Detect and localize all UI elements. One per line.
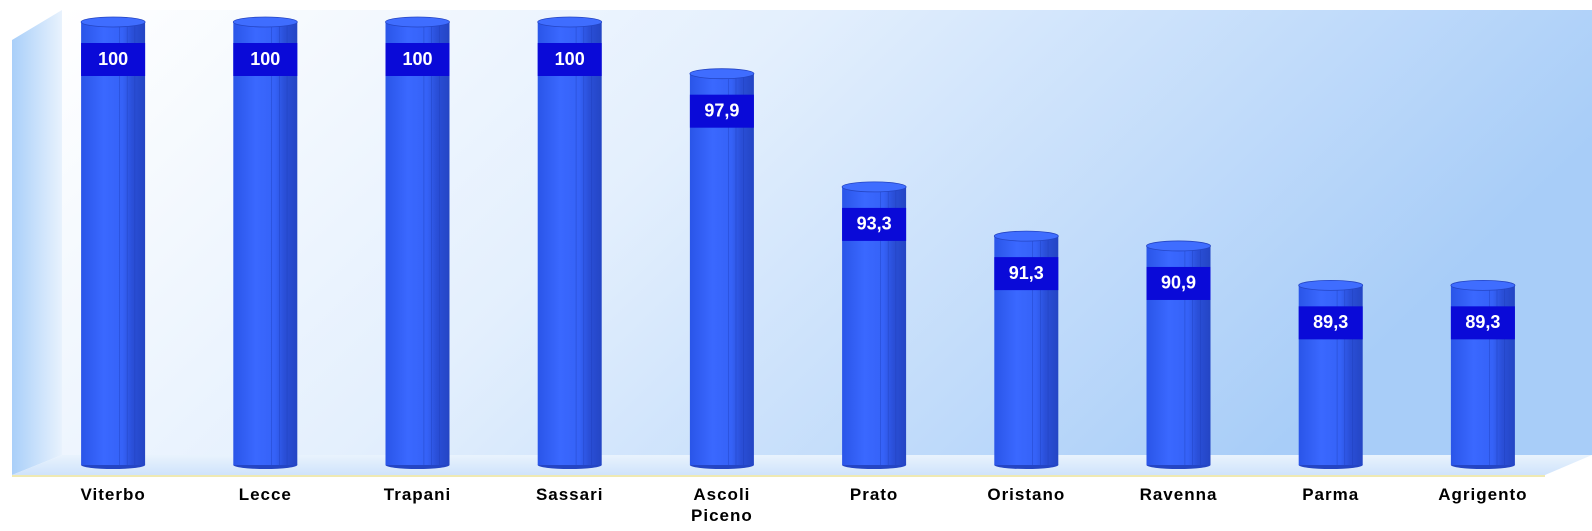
x-tick-label-line: Lecce: [239, 485, 292, 504]
value-label-box: [537, 43, 602, 76]
x-tick-label-line: Agrigento: [1438, 485, 1527, 504]
value-label-box: [1146, 266, 1211, 300]
value-label-box: [689, 94, 754, 128]
value-label-box: [385, 43, 450, 76]
value-label-box: [1298, 306, 1363, 340]
bar: [385, 22, 450, 465]
x-tick-label: Ascoli Piceno: [691, 485, 753, 525]
bar-cap: [80, 16, 146, 28]
x-tick-label: Parma: [1302, 485, 1359, 504]
value-label: 100: [555, 49, 585, 69]
bar-cap: [841, 181, 907, 193]
x-tick-label: Trapani: [384, 485, 451, 504]
bar: [233, 22, 298, 465]
value-label: 100: [98, 49, 128, 69]
value-label: 89,3: [1313, 312, 1348, 332]
value-label-box: [1450, 306, 1515, 340]
bar-cap: [1450, 279, 1516, 291]
x-tick-label-line: Viterbo: [80, 485, 145, 504]
value-label: 93,3: [857, 214, 892, 234]
x-tick-label-line: Sassari: [536, 485, 604, 504]
bar-cap: [232, 16, 298, 28]
x-tick-label-line: Trapani: [384, 485, 451, 504]
bar-cap: [385, 16, 450, 28]
x-tick-label-line: Ravenna: [1140, 485, 1218, 504]
value-label-box: [994, 257, 1059, 291]
value-label: 97,9: [704, 100, 739, 120]
x-tick-label-line: Prato: [850, 485, 898, 504]
bar: [689, 73, 754, 465]
x-tick-label: Ravenna: [1140, 485, 1218, 504]
x-tick-label-line: Piceno: [691, 506, 753, 525]
bar-cap: [537, 16, 603, 28]
value-label-box: [81, 43, 146, 76]
bar: [537, 22, 602, 465]
x-tick-label: Lecce: [239, 485, 292, 504]
side-wall: [12, 10, 62, 475]
value-label: 100: [250, 49, 280, 69]
x-tick-label: Viterbo: [80, 485, 145, 504]
value-label-box: [842, 207, 907, 241]
x-tick-label-line: Parma: [1302, 485, 1359, 504]
value-label: 89,3: [1465, 312, 1500, 332]
value-label: 90,9: [1161, 273, 1196, 293]
value-label-box: [233, 43, 298, 76]
bar-cap: [1146, 240, 1211, 252]
bar-cap: [689, 68, 755, 80]
value-label: 91,3: [1009, 263, 1044, 283]
bar: [81, 22, 146, 465]
bar-cap: [1298, 279, 1364, 291]
value-label: 100: [402, 49, 432, 69]
x-tick-label: Prato: [850, 485, 898, 504]
x-tick-label: Oristano: [987, 485, 1065, 504]
x-tick-label: Sassari: [536, 485, 604, 504]
x-tick-label-line: Ascoli: [693, 485, 750, 504]
bar-cap: [993, 230, 1059, 242]
x-tick-label-line: Oristano: [987, 485, 1065, 504]
x-tick-label: Agrigento: [1438, 485, 1527, 504]
